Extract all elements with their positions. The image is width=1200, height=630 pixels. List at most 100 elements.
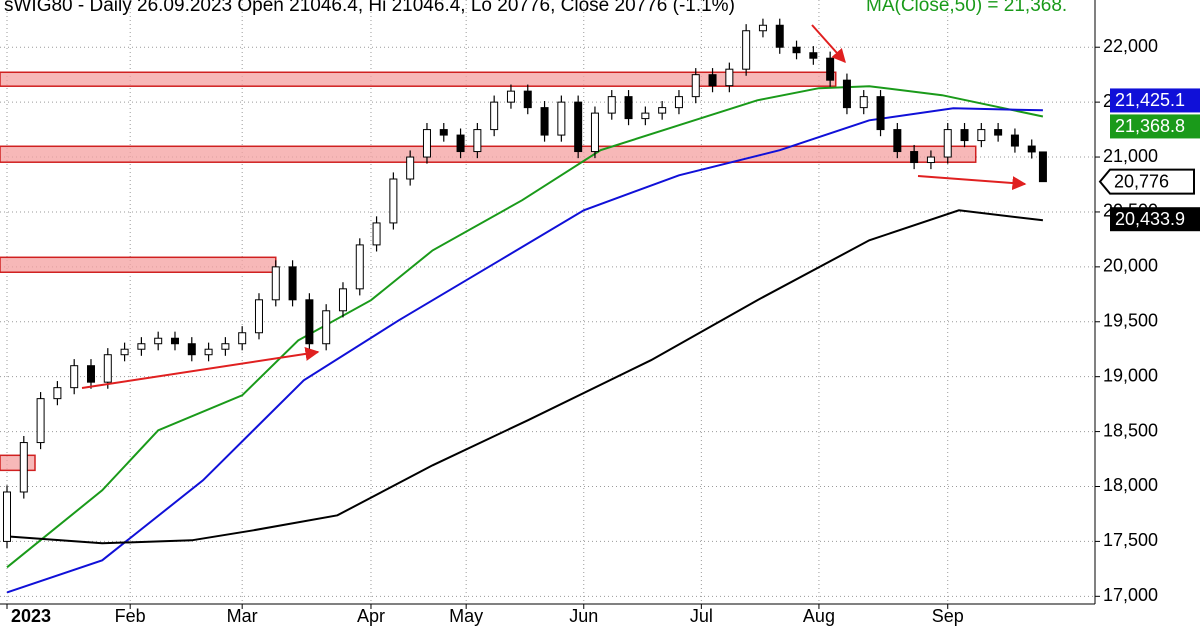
- price-tag-label: 20,433.9: [1115, 209, 1185, 229]
- candle-body: [557, 101, 566, 136]
- candle-body: [254, 299, 263, 334]
- x-tick-label: Aug: [803, 606, 835, 626]
- candle-body: [540, 107, 549, 136]
- candle-body: [809, 52, 818, 59]
- candle-body: [187, 343, 196, 356]
- y-tick-label: 18,000: [1103, 475, 1158, 495]
- candle-body: [406, 156, 415, 180]
- candle-body: [490, 101, 499, 131]
- candle-body: [943, 129, 952, 158]
- y-tick-label: 20,000: [1103, 256, 1158, 276]
- candle-body: [960, 129, 969, 142]
- candle-body: [691, 74, 700, 98]
- candle-body: [120, 348, 129, 356]
- candle-body: [758, 24, 767, 32]
- candle-body: [826, 57, 835, 81]
- candle-body: [36, 398, 45, 444]
- candle-body: [658, 107, 667, 114]
- chart-title: sWIG80 - Daily 26.09.2023 Open 21046.4, …: [4, 0, 735, 16]
- candle-body: [238, 332, 247, 345]
- candle-body: [1027, 145, 1036, 153]
- candle-body: [742, 30, 751, 70]
- candle-body: [641, 112, 650, 120]
- candle-body: [590, 112, 599, 153]
- candle-body: [1038, 151, 1047, 183]
- y-tick-label: 18,500: [1103, 420, 1158, 440]
- resistance-zone: [0, 71, 837, 87]
- candle-body: [624, 96, 633, 120]
- ma-label: MA(Close,50) = 21,368.: [866, 0, 1067, 16]
- candle-body: [994, 129, 1003, 136]
- y-tick-label: 17,500: [1103, 530, 1158, 550]
- candle-body: [893, 129, 902, 153]
- candle-body: [926, 156, 935, 164]
- y-tick-label: 22,000: [1103, 36, 1158, 56]
- arrow: [917, 175, 1027, 191]
- price-tag-label: 21,425.1: [1115, 90, 1185, 110]
- price-tag-label: 21,368.8: [1115, 116, 1185, 136]
- arrow: [81, 346, 320, 389]
- candle-body: [372, 222, 381, 246]
- price-tag: [1098, 168, 1195, 195]
- candle-body: [305, 299, 314, 345]
- y-tick-label: 21,000: [1103, 146, 1158, 166]
- candle-body: [792, 46, 801, 54]
- candle-body: [506, 90, 515, 103]
- x-tick-label: Apr: [357, 606, 385, 626]
- resistance-zone: [0, 454, 36, 472]
- resistance-zone: [0, 256, 277, 273]
- candle-body: [19, 442, 28, 493]
- x-tick-label: Feb: [115, 606, 146, 626]
- y-tick-label: 19,000: [1103, 365, 1158, 385]
- arrow: [811, 24, 846, 64]
- candle-body: [1010, 134, 1019, 147]
- x-tick-label: 2023: [11, 606, 51, 626]
- y-tick-label: 19,500: [1103, 311, 1158, 331]
- candle-body: [338, 288, 347, 312]
- candle-body: [422, 129, 431, 158]
- candle-body: [170, 337, 179, 345]
- candle-body: [389, 178, 398, 224]
- x-tick-label: May: [449, 606, 483, 626]
- price-tag: [1110, 207, 1200, 232]
- candle-body: [221, 343, 230, 350]
- candle-body: [842, 79, 851, 109]
- candle-body: [154, 337, 163, 345]
- candle-body: [674, 96, 683, 109]
- candle-body: [204, 348, 213, 356]
- candle-body: [355, 244, 364, 290]
- candle-body: [322, 310, 331, 345]
- candle-body: [708, 74, 717, 87]
- candle-body: [70, 365, 79, 389]
- candle-body: [288, 266, 297, 301]
- annotation-arrows: [81, 24, 1027, 389]
- candle-body: [86, 365, 95, 383]
- candle-body: [859, 96, 868, 109]
- candle-body: [775, 24, 784, 48]
- candle-body: [271, 266, 280, 301]
- candle-body: [607, 96, 616, 114]
- candle-body: [137, 343, 146, 350]
- moving-average-line: [6, 209, 1044, 545]
- x-tick-label: Jun: [569, 606, 598, 626]
- candle-body: [977, 129, 986, 142]
- candle-body: [103, 354, 112, 383]
- price-tag-label: 20,776: [1114, 171, 1169, 191]
- candle-body: [574, 101, 583, 153]
- x-tick-label: Jul: [690, 606, 713, 626]
- price-tag: [1110, 88, 1200, 113]
- moving-average-line: [6, 85, 1044, 569]
- candle-body: [876, 96, 885, 131]
- y-tick-label: 17,000: [1103, 585, 1158, 605]
- candle-body: [53, 387, 62, 400]
- x-tick-label: Mar: [227, 606, 258, 626]
- candle-body: [725, 68, 734, 87]
- x-tick-label: Sep: [932, 606, 964, 626]
- resistance-zone: [0, 145, 977, 163]
- price-tag: [1110, 114, 1200, 139]
- candle-body: [523, 90, 532, 109]
- candle-body: [910, 151, 919, 164]
